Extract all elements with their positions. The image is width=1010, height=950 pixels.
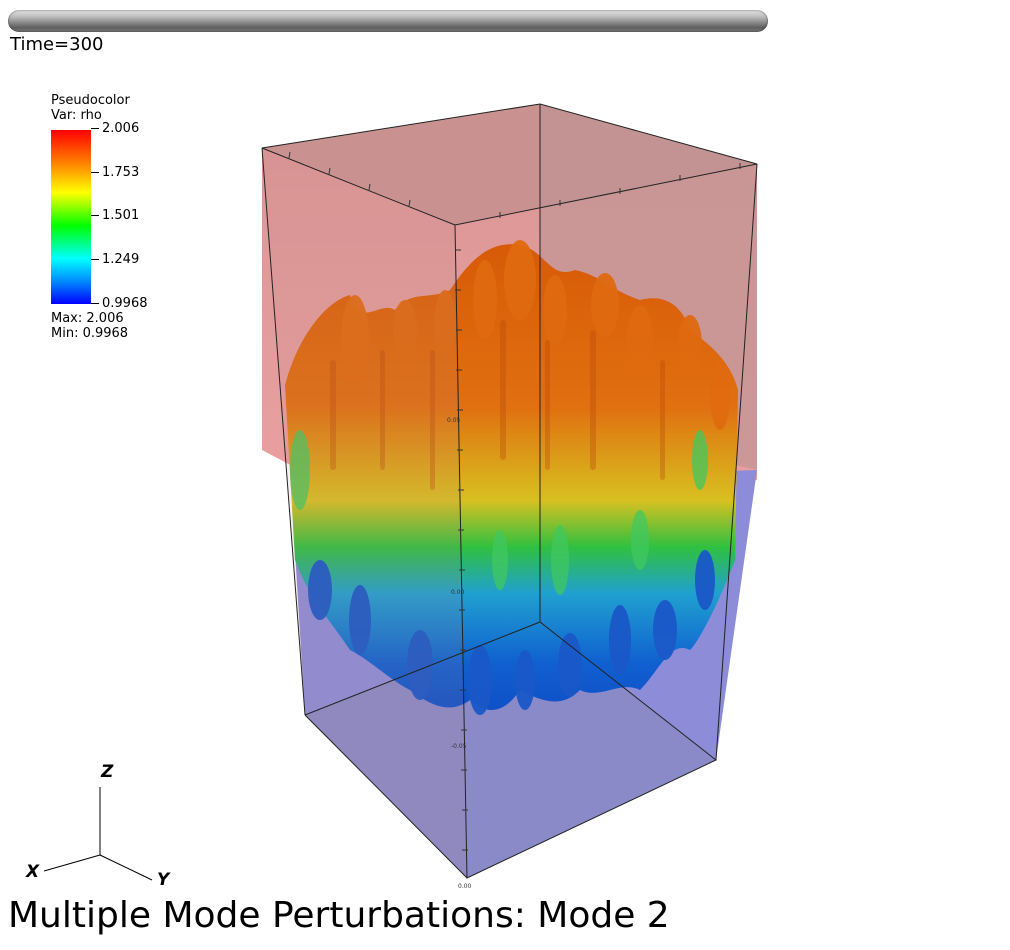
box-front-left-face	[262, 148, 467, 878]
plot-caption: Multiple Mode Perturbations: Mode 2	[8, 895, 670, 936]
colorbar-tick-max: 2.006	[91, 121, 139, 136]
legend-plot-type: Pseudocolor	[51, 93, 130, 108]
colorbar-tick-min: 0.9968	[91, 296, 148, 311]
colorbar	[51, 130, 91, 304]
time-label: Time=300	[10, 34, 104, 55]
colorbar-tick: 1.501	[91, 208, 139, 223]
legend-title: Pseudocolor Var: rho	[51, 93, 130, 123]
box-tick-label: 0.05	[447, 417, 461, 424]
axis-label-y: Y	[157, 870, 171, 890]
axis-label-z: Z	[100, 762, 114, 782]
colorbar-tick: 1.753	[91, 165, 139, 180]
legend-minmax: Max: 2.006 Min: 0.9968	[51, 311, 128, 341]
legend-variable: Var: rho	[51, 108, 102, 123]
axis-label-x: X	[25, 862, 40, 882]
legend-max: Max: 2.006	[51, 311, 124, 326]
box-ruler-ticks	[288, 151, 741, 851]
box-tick-label: 0.00	[458, 883, 472, 890]
mixing-layer	[285, 240, 738, 715]
axis-triad	[43, 787, 153, 881]
bounding-box-edges	[261, 103, 758, 879]
box-tick-label: -0.05	[451, 743, 467, 750]
time-slider-bar[interactable]	[8, 10, 768, 32]
legend-min: Min: 0.9968	[51, 326, 129, 341]
colorbar-tick: 1.249	[91, 252, 139, 267]
box-tick-label: 0.00	[451, 589, 465, 596]
